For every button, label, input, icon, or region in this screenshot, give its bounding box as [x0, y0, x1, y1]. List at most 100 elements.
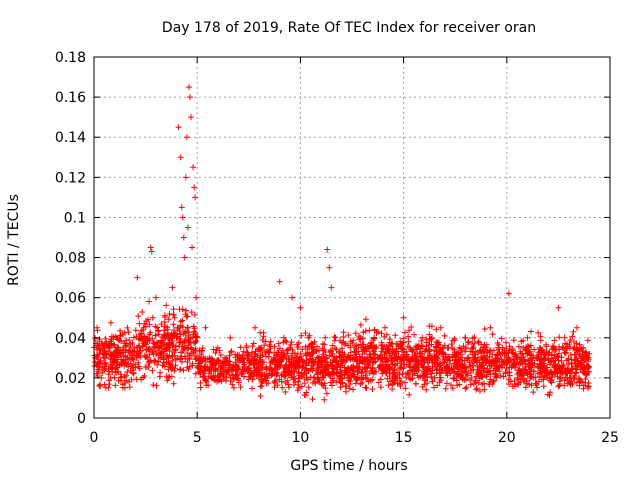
- roti-point: [163, 302, 170, 309]
- roti-point: [299, 364, 306, 371]
- roti-point: [556, 378, 563, 385]
- roti-point: [367, 351, 374, 358]
- roti-point: [96, 364, 103, 371]
- roti-point: [178, 353, 185, 360]
- roti-point: [562, 340, 569, 347]
- roti-point: [388, 354, 395, 361]
- roti-point: [185, 334, 192, 341]
- roti-point: [450, 364, 457, 371]
- roti-point: [266, 349, 273, 356]
- roti-point: [573, 324, 580, 331]
- y-tick-label: 0: [77, 411, 86, 427]
- roti-point: [420, 372, 427, 379]
- roti-point: [199, 345, 206, 352]
- roti-point: [190, 164, 197, 171]
- roti-point: [470, 344, 477, 351]
- roti-point: [467, 363, 474, 370]
- roti-point: [486, 367, 493, 374]
- roti-point: [155, 358, 162, 365]
- roti-point: [377, 376, 384, 383]
- roti-point: [420, 363, 427, 370]
- roti-point: [173, 334, 180, 341]
- roti-point: [437, 374, 444, 381]
- roti-point: [486, 357, 493, 364]
- roti-point: [395, 348, 402, 355]
- roti-point: [192, 345, 199, 352]
- roti-point: [557, 375, 564, 382]
- roti-point: [129, 340, 136, 347]
- roti-point: [571, 375, 578, 382]
- roti-point: [101, 367, 108, 374]
- roti-point: [345, 365, 352, 372]
- roti-point: [409, 368, 416, 375]
- roti-point: [547, 368, 554, 375]
- roti-point: [170, 321, 177, 328]
- roti-point: [463, 371, 470, 378]
- roti-point: [343, 388, 349, 395]
- roti-point: [345, 332, 352, 339]
- roti-point: [314, 365, 321, 372]
- roti-point: [133, 354, 140, 361]
- roti-point: [385, 363, 392, 370]
- roti-point: [256, 369, 263, 376]
- roti-point: [188, 114, 195, 121]
- roti-point: [530, 368, 537, 375]
- roti-point: [549, 354, 556, 361]
- roti-point: [210, 374, 217, 381]
- roti-point: [443, 364, 450, 371]
- roti-point: [481, 380, 488, 387]
- roti-point: [230, 384, 237, 391]
- roti-point: [492, 365, 499, 372]
- roti-point: [271, 384, 278, 391]
- roti-point: [561, 334, 568, 341]
- y-tick-label: 0.02: [55, 371, 86, 387]
- roti-point: [382, 370, 389, 377]
- roti-point: [282, 388, 289, 395]
- roti-point: [336, 349, 343, 356]
- roti-point: [514, 381, 521, 388]
- roti-point: [309, 396, 316, 403]
- roti-point: [585, 363, 592, 370]
- roti-point: [366, 327, 373, 334]
- roti-point: [169, 357, 176, 364]
- roti-point: [436, 350, 443, 357]
- roti-point: [302, 365, 309, 372]
- roti-point: [176, 327, 183, 334]
- roti-point: [360, 357, 367, 364]
- roti-point: [285, 381, 292, 388]
- roti-point: [280, 334, 287, 341]
- roti-point: [337, 354, 344, 361]
- roti-point: [170, 330, 177, 337]
- roti-point: [364, 364, 371, 371]
- roti-point: [389, 346, 396, 353]
- roti-point: [276, 345, 283, 352]
- roti-point: [350, 363, 357, 370]
- roti-point: [295, 363, 302, 370]
- roti-point: [375, 379, 382, 386]
- roti-point: [169, 284, 176, 291]
- roti-point: [263, 366, 270, 373]
- roti-point: [552, 355, 559, 362]
- roti-point: [580, 385, 587, 392]
- data-points: [91, 84, 593, 403]
- roti-point: [499, 344, 506, 351]
- roti-point: [95, 353, 102, 360]
- roti-point: [213, 359, 220, 366]
- roti-point: [545, 356, 552, 363]
- y-tick-label: 0.16: [55, 90, 86, 106]
- roti-point: [289, 346, 296, 353]
- roti-point: [511, 377, 518, 384]
- roti-point: [313, 348, 320, 355]
- roti-point: [178, 358, 185, 365]
- roti-point: [282, 337, 289, 344]
- roti-point: [523, 346, 530, 353]
- roti-point: [195, 369, 202, 376]
- roti-point: [286, 369, 293, 376]
- roti-point: [212, 366, 219, 373]
- roti-point: [188, 346, 195, 353]
- roti-point: [240, 373, 247, 380]
- roti-point: [518, 368, 525, 375]
- roti-point: [572, 370, 579, 377]
- roti-point: [408, 324, 415, 331]
- roti-point: [198, 364, 205, 371]
